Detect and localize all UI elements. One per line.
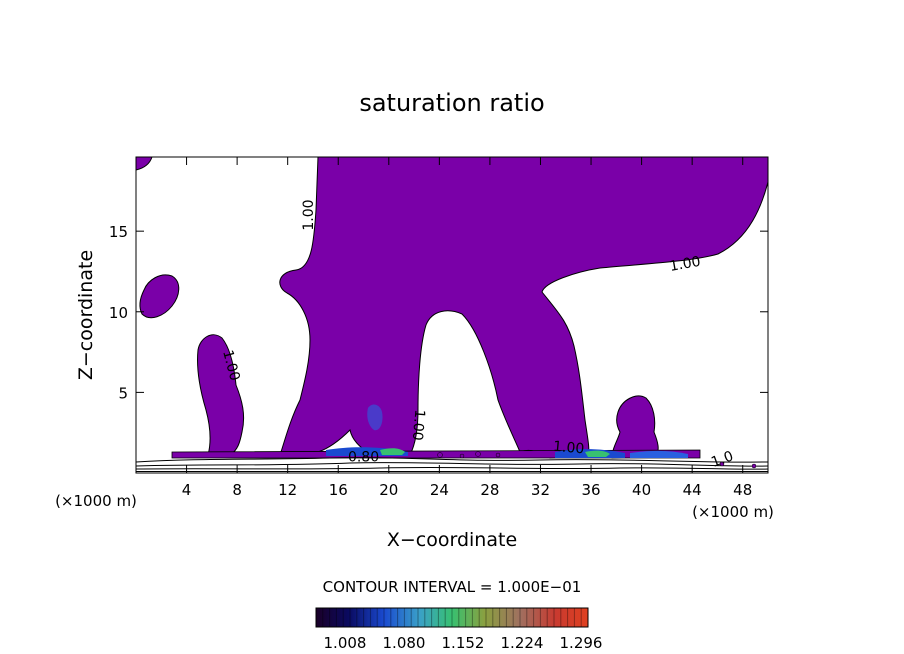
contour-label: 0.80 [348,450,379,466]
contour-labels: 1.00 1.00 1.00 1.00 1.00 0.80 1.0 [219,199,735,470]
y-tick-label: 15 [109,223,128,241]
saturated-region-left-column [197,334,245,456]
chart-title: saturation ratio [359,89,544,117]
saturated-region-left-blob [139,274,180,319]
y-axis-label: Z−coordinate [75,250,97,380]
z-unit-label: (×1000 m) [55,492,137,510]
x-tick-label: 24 [430,481,449,499]
supersaturation-patch-6 [367,404,383,431]
x-tick-label: 20 [379,481,398,499]
plot-area: 1.00 1.00 1.00 1.00 1.00 0.80 1.0 [136,157,768,472]
x-axis-ticks: 4 8 12 16 20 24 28 32 36 40 44 48 [182,157,752,499]
colorbar-tick-label: 1.152 [442,634,485,652]
colorbar-tick-label: 1.296 [560,634,603,652]
contour-interval-text: CONTOUR INTERVAL = 1.000E−01 [323,578,582,596]
supersaturation-patch-4 [585,450,610,457]
colorbar-tick-labels: 1.008 1.080 1.152 1.224 1.296 [324,634,603,652]
colorbar-tick-label: 1.080 [383,634,426,652]
contour-label: 1.00 [409,409,428,441]
y-tick-label: 5 [118,384,128,402]
x-tick-label: 36 [581,481,600,499]
contour-label: 1.00 [668,254,701,275]
saturated-region-main [279,157,768,459]
contour-label: 1.00 [301,199,317,230]
supersaturation-patch-5 [630,450,688,458]
x-tick-label: 48 [733,481,752,499]
x-tick-label: 32 [531,481,550,499]
x-tick-label: 16 [329,481,348,499]
y-tick-label: 10 [109,304,128,322]
x-tick-label: 8 [232,481,242,499]
colorbar-gradient [315,607,589,628]
scattered-contour-dots [437,451,757,469]
x-unit-label: (×1000 m) [692,503,774,521]
saturated-region-topleft [136,157,153,171]
saturated-region-right-column [611,395,659,459]
colorbar-stripes [322,608,582,627]
supersaturation-patch-2 [380,448,405,455]
colorbar-tick-label: 1.008 [324,634,367,652]
y-axis-ticks: 5 10 15 [109,223,768,402]
plot-frame [135,156,769,474]
surface-contour-lines [136,457,768,472]
contour-label: 1.0 [709,448,735,471]
colorbar: 1.008 1.080 1.152 1.224 1.296 [315,607,603,652]
x-tick-label: 40 [632,481,651,499]
contour-label: 1.00 [219,348,243,382]
x-tick-label: 28 [480,481,499,499]
contour-label: 1.00 [552,439,584,458]
x-tick-label: 12 [278,481,297,499]
x-tick-label: 4 [182,481,192,499]
colorbar-tick-label: 1.224 [501,634,544,652]
x-axis-label: X−coordinate [387,529,517,551]
x-tick-label: 44 [683,481,702,499]
